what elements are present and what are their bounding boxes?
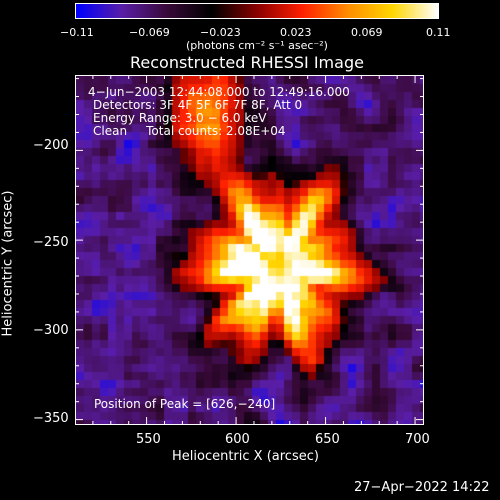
annotation-time: 4−Jun−2003 12:44:08.000 to 12:49:16.000 <box>88 85 350 99</box>
colorbar-unit-label: (photons cm⁻² s⁻¹ asec⁻²) <box>186 39 328 52</box>
colorbar-tick-label: 0.023 <box>280 26 312 39</box>
colorbar-tick-label: −0.11 <box>60 26 94 39</box>
colorbar-tick-label: 0.11 <box>426 26 451 39</box>
colorbar-tick-label: 0.069 <box>351 26 383 39</box>
annotation-detectors: Detectors: 3F 4F 5F 6F 7F 8F, Att 0 <box>93 98 303 112</box>
colorbar-tick-label: −0.023 <box>200 26 241 39</box>
annotation-peak: Position of Peak = [626,−240] <box>94 397 276 411</box>
y-tick-label: −300 <box>33 323 69 338</box>
hxr-image <box>76 76 423 424</box>
y-tick-label: −200 <box>33 138 69 153</box>
plot-title: Reconstructed RHESSI Image <box>130 53 364 72</box>
colorbar-tick-label: −0.069 <box>129 26 170 39</box>
annotation-clean: Clean Total counts: 2.08E+04 <box>93 124 286 138</box>
x-axis-label: Heliocentric X (arcsec) <box>172 449 319 464</box>
timestamp: 27−Apr−2022 14:22 <box>354 480 490 495</box>
x-tick-label: 650 <box>315 432 340 447</box>
annotation-energy: Energy Range: 3.0 − 6.0 keV <box>93 111 267 125</box>
y-tick-label: −250 <box>33 235 69 250</box>
y-tick-label: −350 <box>33 411 69 426</box>
y-axis-label: Heliocentric Y (arcsec) <box>0 190 16 337</box>
colorbar <box>75 3 439 19</box>
x-tick-label: 550 <box>136 432 161 447</box>
x-tick-label: 700 <box>405 432 430 447</box>
image-plot-frame: 4−Jun−2003 12:44:08.000 to 12:49:16.000 … <box>75 75 424 425</box>
x-tick-label: 600 <box>225 432 250 447</box>
